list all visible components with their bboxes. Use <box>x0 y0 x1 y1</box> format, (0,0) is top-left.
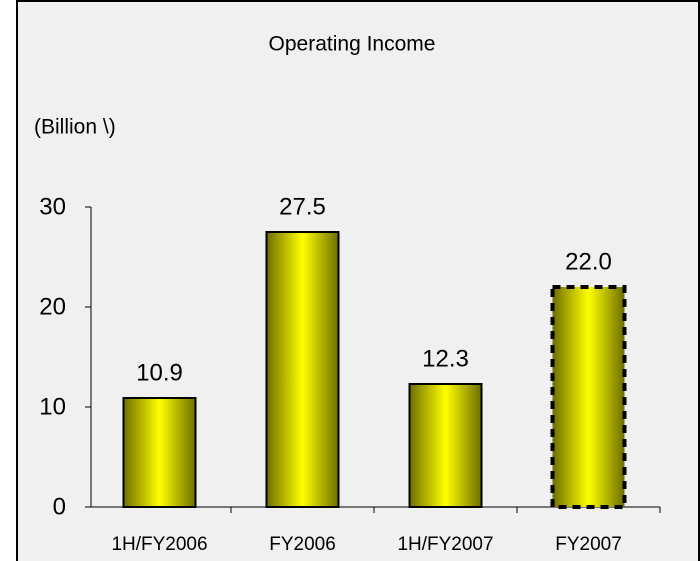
value-label: 22.0 <box>565 248 612 275</box>
bar <box>408 383 483 508</box>
value-label: 27.5 <box>279 193 326 220</box>
bar <box>550 285 627 509</box>
y-tick-label: 10 <box>39 393 66 420</box>
y-tick-label: 20 <box>39 293 66 320</box>
x-tick-label: 1H/FY2006 <box>111 534 207 555</box>
y-tick-label: 0 <box>53 493 66 520</box>
value-label: 12.3 <box>422 345 469 372</box>
bar <box>265 231 340 508</box>
bar <box>122 397 197 508</box>
x-tick-label: 1H/FY2007 <box>397 534 493 555</box>
chart-title: Operating Income <box>269 33 436 56</box>
y-tick-label: 30 <box>39 193 66 220</box>
x-tick-label: FY2006 <box>269 534 336 555</box>
y-axis-label: (Billion \) <box>34 116 116 139</box>
value-label: 10.9 <box>136 359 183 386</box>
x-tick-label: FY2007 <box>555 534 622 555</box>
